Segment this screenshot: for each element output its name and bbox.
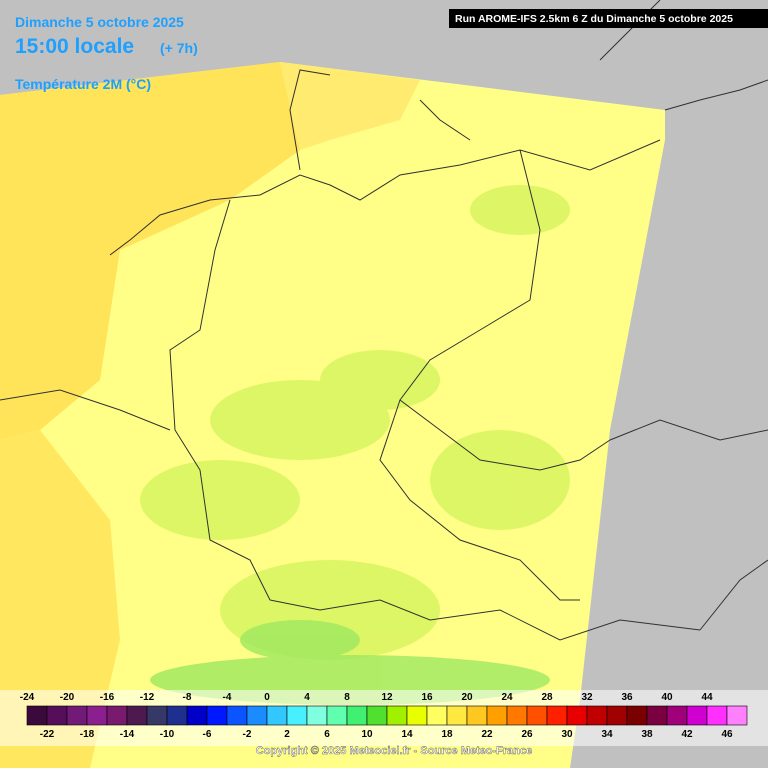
legend-label: -12 — [140, 692, 155, 703]
legend-label: 16 — [421, 692, 433, 703]
legend-swatch — [346, 705, 368, 726]
border — [169, 199, 271, 601]
legend-label: 8 — [344, 692, 350, 703]
run-box — [449, 9, 768, 28]
legend-label: -18 — [80, 729, 95, 740]
borders — [0, 0, 768, 641]
border — [609, 419, 768, 631]
legend-swatch — [46, 705, 68, 726]
legend-swatch — [546, 705, 568, 726]
legend-swatch — [446, 705, 468, 726]
legend-label: 44 — [701, 692, 713, 703]
legend-swatch — [126, 705, 148, 726]
legend-swatch — [526, 705, 548, 726]
legend-label: -10 — [160, 729, 175, 740]
legend-label: 34 — [601, 729, 613, 740]
legend-swatch — [306, 705, 328, 726]
legend-label: 10 — [361, 729, 373, 740]
border — [0, 389, 171, 431]
legend-swatch — [266, 705, 288, 726]
legend-swatch — [626, 705, 648, 726]
legend-swatch — [206, 705, 228, 726]
legend-label: 30 — [561, 729, 573, 740]
alpine-area — [240, 620, 360, 660]
time: 15:00 locale — [15, 35, 134, 58]
legend-label: 4 — [304, 692, 310, 703]
legend-label: 42 — [681, 729, 693, 740]
legend-swatch — [366, 705, 388, 726]
legend-label: -4 — [223, 692, 232, 703]
legend-swatch — [566, 705, 588, 726]
legend-label: 24 — [501, 692, 513, 703]
legend-swatch — [186, 705, 208, 726]
legend-label: 46 — [721, 729, 733, 740]
legend-swatch — [666, 705, 688, 726]
legend-label: -22 — [40, 729, 55, 740]
border — [269, 599, 701, 641]
cool-area — [140, 460, 300, 540]
legend-label: -2 — [243, 729, 252, 740]
legend-swatch — [166, 705, 188, 726]
legend-swatch — [706, 705, 728, 726]
legend-label: -16 — [100, 692, 115, 703]
color-legend: -24-22-20-18-16-14-12-10-8-6-4-202468101… — [0, 690, 768, 746]
legend-label: 12 — [381, 692, 393, 703]
legend-label: -20 — [60, 692, 75, 703]
legend-swatch — [326, 705, 348, 726]
coastline — [289, 69, 471, 171]
warm-southwest-area — [0, 430, 120, 768]
legend-label: 0 — [264, 692, 270, 703]
legend-label: 14 — [401, 729, 413, 740]
legend-label: 28 — [541, 692, 553, 703]
legend-swatch — [246, 705, 268, 726]
legend-swatch — [586, 705, 608, 726]
run-info: Run AROME-IFS 2.5km 6 Z du Dimanche 5 oc… — [455, 13, 733, 25]
legend-label: -6 — [203, 729, 212, 740]
legend-swatch — [286, 705, 308, 726]
legend-swatch — [386, 705, 408, 726]
legend-label: 36 — [621, 692, 633, 703]
legend-swatch — [606, 705, 628, 726]
border — [379, 399, 580, 601]
legend-label: 6 — [324, 729, 330, 740]
north-sea-area — [280, 62, 420, 150]
legend-label: 22 — [481, 729, 493, 740]
legend-swatch — [26, 705, 48, 726]
copyright: Copyright © 2025 Meteociel.fr - Source M… — [256, 745, 532, 757]
warm-west-area — [0, 62, 300, 440]
legend-label: 2 — [284, 729, 290, 740]
legend-swatch — [106, 705, 128, 726]
legend-swatch — [426, 705, 448, 726]
legend-swatch — [226, 705, 248, 726]
cool-area — [320, 350, 440, 410]
legend-label: -14 — [120, 729, 135, 740]
legend-swatch — [86, 705, 108, 726]
legend-swatch — [726, 705, 748, 726]
legend-label: 18 — [441, 729, 453, 740]
offset: (+ 7h) — [160, 40, 198, 56]
legend-label: -24 — [20, 692, 35, 703]
legend-label: 38 — [641, 729, 653, 740]
parameter: Température 2M (°C) — [15, 76, 151, 92]
legend-swatch — [646, 705, 668, 726]
legend-label: 20 — [461, 692, 473, 703]
date: Dimanche 5 octobre 2025 — [15, 14, 184, 30]
cool-area — [430, 430, 570, 530]
legend-swatch — [146, 705, 168, 726]
legend-label: -8 — [183, 692, 192, 703]
legend-swatch — [66, 705, 88, 726]
legend-label: 26 — [521, 729, 533, 740]
legend-label: 32 — [581, 692, 593, 703]
legend-swatch — [466, 705, 488, 726]
legend-label: 40 — [661, 692, 673, 703]
legend-swatch — [686, 705, 708, 726]
legend-swatch — [406, 705, 428, 726]
legend-swatch — [506, 705, 528, 726]
cool-area — [470, 185, 570, 235]
legend-swatch — [486, 705, 508, 726]
